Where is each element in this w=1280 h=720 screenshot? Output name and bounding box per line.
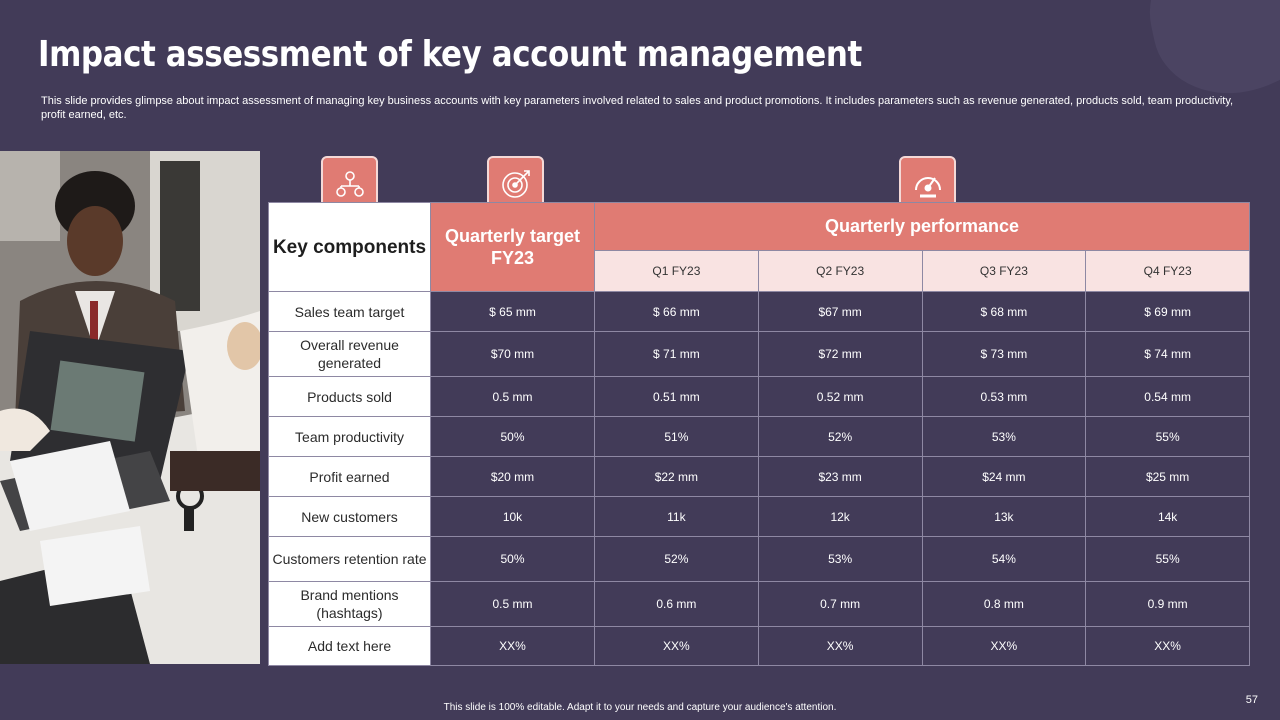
target-cell: 50% [430, 416, 595, 457]
quarter-cell: 12k [757, 496, 923, 537]
quarter-cell: 0.53 mm [921, 376, 1087, 417]
quarter-cell: 52% [757, 416, 923, 457]
table-row: Overall revenue generated $70 mm $ 71 mm… [268, 331, 1251, 377]
row-label: Profit earned [268, 456, 431, 497]
target-cell: 0.5 mm [430, 376, 595, 417]
quarter-cell: XX% [594, 626, 759, 666]
key-components-header: Key components [268, 202, 431, 292]
quarter-cell: 55% [1085, 416, 1251, 457]
quarter-header: Q3 FY23 [921, 250, 1087, 292]
quarter-cell: 54% [921, 536, 1087, 582]
decorative-corner-shape [1135, 0, 1280, 109]
row-label: Customers retention rate [268, 536, 431, 582]
quarter-header: Q2 FY23 [757, 250, 923, 292]
quarter-cell: $72 mm [757, 331, 923, 377]
quarter-cell: $25 mm [1085, 456, 1251, 497]
quarter-cell: 0.51 mm [594, 376, 759, 417]
target-cell: $ 65 mm [430, 291, 595, 332]
page-number: 57 [1245, 694, 1258, 706]
quarter-cell: 52% [594, 536, 759, 582]
table-row: Products sold 0.5 mm 0.51 mm 0.52 mm 0.5… [268, 376, 1251, 417]
table-row: Add text here XX% XX% XX% XX% XX% [268, 626, 1251, 666]
row-label: New customers [268, 496, 431, 537]
quarter-cell: $22 mm [594, 456, 759, 497]
row-label: Products sold [268, 376, 431, 417]
quarter-cell: $ 73 mm [921, 331, 1087, 377]
page-subtitle: This slide provides glimpse about impact… [41, 95, 1234, 121]
quarter-cell: $ 66 mm [594, 291, 759, 332]
target-cell: 0.5 mm [430, 581, 595, 627]
quarter-cell: XX% [757, 626, 923, 666]
table-row: Brand mentions (hashtags) 0.5 mm 0.6 mm … [268, 581, 1251, 627]
footer-note: This slide is 100% editable. Adapt it to… [443, 702, 837, 713]
quarter-cell: $67 mm [757, 291, 923, 332]
table-row: Customers retention rate 50% 52% 53% 54%… [268, 536, 1251, 582]
quarter-cell: 13k [921, 496, 1087, 537]
target-cell: $20 mm [430, 456, 595, 497]
quarter-cell: XX% [921, 626, 1087, 666]
quarter-cell: $ 74 mm [1085, 331, 1251, 377]
quarter-cell: 55% [1085, 536, 1251, 582]
quarter-cell: 53% [757, 536, 923, 582]
quarter-header: Q4 FY23 [1085, 250, 1251, 292]
quarter-cell: $24 mm [921, 456, 1087, 497]
quarter-cell: 14k [1085, 496, 1251, 537]
page-title: Impact assessment of key account managem… [38, 34, 862, 75]
row-label: Add text here [268, 626, 431, 666]
key-account-table: Key components Quarterly target FY23 Qua… [268, 202, 1251, 666]
target-cell: 10k [430, 496, 595, 537]
quarter-cell: 11k [594, 496, 759, 537]
quarter-cell: 0.54 mm [1085, 376, 1251, 417]
quarter-cell: 53% [921, 416, 1087, 457]
quarter-cell: $ 71 mm [594, 331, 759, 377]
quarter-cell: 0.52 mm [757, 376, 923, 417]
target-cell: 50% [430, 536, 595, 582]
quarter-cell: 51% [594, 416, 759, 457]
quarter-cell: $ 68 mm [921, 291, 1087, 332]
row-label: Overall revenue generated [268, 331, 431, 377]
row-label: Team productivity [268, 416, 431, 457]
quarter-cell: 0.6 mm [594, 581, 759, 627]
quarter-cell: XX% [1085, 626, 1251, 666]
row-label: Brand mentions (hashtags) [268, 581, 431, 627]
table-row: Team productivity 50% 51% 52% 53% 55% [268, 416, 1251, 457]
quarterly-performance-header: Quarterly performance [593, 202, 1251, 251]
quarter-cell: $23 mm [757, 456, 923, 497]
row-label: Sales team target [268, 291, 431, 332]
quarter-header: Q1 FY23 [594, 250, 759, 292]
target-cell: $70 mm [430, 331, 595, 377]
quarter-cell: 0.9 mm [1085, 581, 1251, 627]
table-row: Profit earned $20 mm $22 mm $23 mm $24 m… [268, 456, 1251, 497]
quarter-cell: 0.7 mm [757, 581, 923, 627]
target-cell: XX% [430, 626, 595, 666]
quarterly-target-header: Quarterly target FY23 [430, 202, 595, 292]
quarter-cell: $ 69 mm [1085, 291, 1251, 332]
quarter-cell: 0.8 mm [921, 581, 1087, 627]
meeting-photo [0, 151, 260, 664]
table-row: New customers 10k 11k 12k 13k 14k [268, 496, 1251, 537]
table-row: Sales team target $ 65 mm $ 66 mm $67 mm… [268, 291, 1251, 332]
